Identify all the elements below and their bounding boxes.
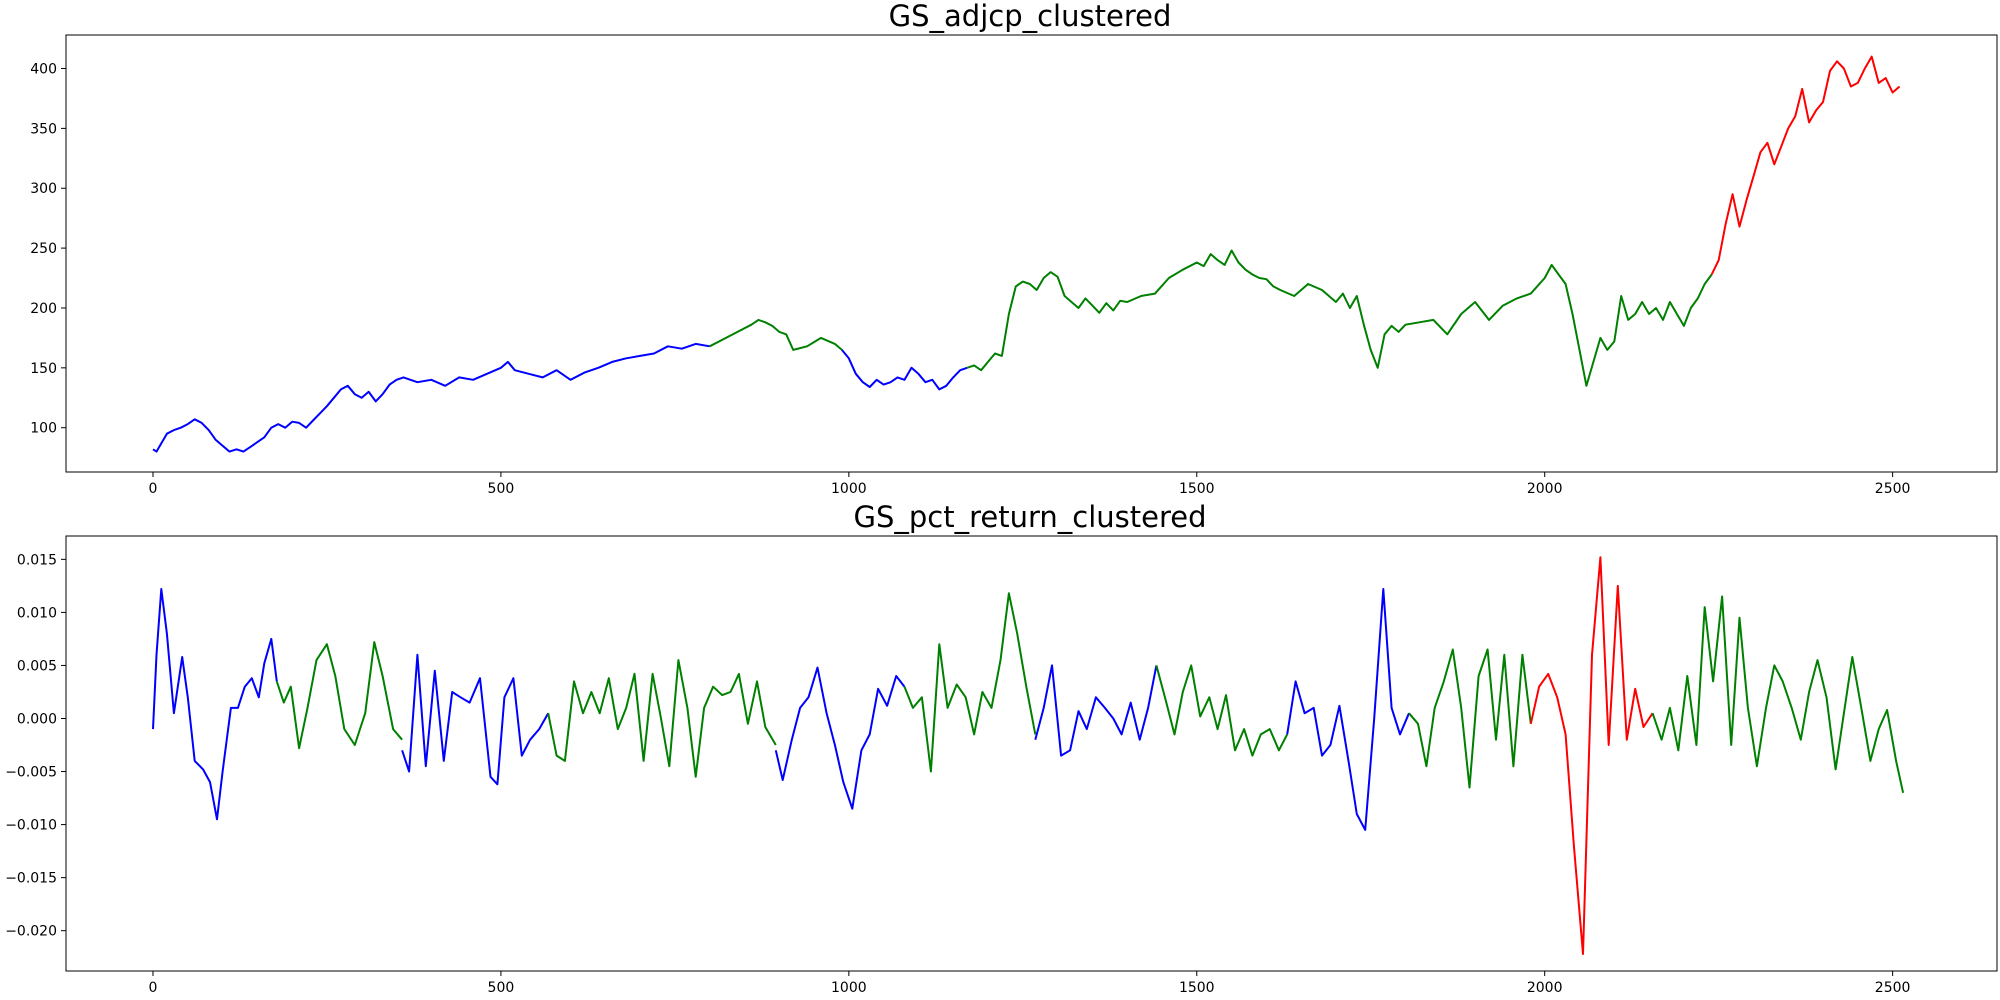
y-tick-label: 350	[30, 121, 57, 137]
x-tick-label: 2500	[1875, 980, 1911, 996]
y-tick-label: 250	[30, 241, 57, 257]
x-tick-label: 2000	[1527, 481, 1563, 497]
plot-frame	[65, 535, 1998, 972]
cluster-1-segment-5	[903, 592, 1037, 773]
return-lines	[152, 556, 1905, 955]
cluster-0-segment-0	[152, 342, 710, 453]
cluster-1-segment-7	[1155, 664, 1289, 757]
y-tick-label: −0.020	[5, 924, 57, 940]
chart-title: GS_adjcp_clustered	[889, 0, 1172, 33]
cluster-0-segment-2	[401, 653, 550, 786]
y-tick-label: 400	[30, 62, 57, 78]
x-tick-label: 2000	[1527, 980, 1563, 996]
y-tick-label: −0.005	[5, 765, 57, 781]
return-subplot: GS_pct_return_clustered 0 500 1000 1500 2000…	[5, 500, 1998, 996]
x-tick-label: 1000	[831, 481, 867, 497]
x-tick-label: 2500	[1875, 481, 1911, 497]
chart-title: GS_pct_return_clustered	[853, 500, 1206, 534]
price-subplot: GS_adjcp_clustered 0 500 1000 1500 2000 2500 …	[30, 0, 1998, 497]
cluster-0-segment-0	[152, 588, 278, 821]
price-lines	[152, 55, 1901, 453]
y-tick-label: 0.010	[17, 605, 57, 621]
x-tick-label: 500	[488, 980, 515, 996]
cluster-1-segment-1	[709, 318, 843, 351]
y-axis: 0.015 0.010 0.005 0.000 −0.005 −0.010 −0.015 −0…	[5, 552, 66, 940]
x-axis: 0 500 1000 1500 2000 2500	[149, 472, 1911, 497]
cluster-0-segment-8	[1286, 588, 1410, 831]
x-tick-label: 500	[488, 481, 515, 497]
y-tick-label: 100	[30, 421, 57, 437]
y-tick-label: −0.010	[5, 818, 57, 834]
y-tick-label: 150	[30, 361, 57, 377]
y-tick-label: 300	[30, 181, 57, 197]
cluster-0-segment-2	[841, 349, 968, 391]
cluster-1-segment-1	[275, 641, 403, 750]
cluster-2-segment-10	[1529, 556, 1654, 955]
x-tick-label: 0	[149, 481, 158, 497]
cluster-0-segment-6	[1034, 664, 1158, 757]
y-tick-label: 0.015	[17, 552, 57, 568]
y-axis: 100 150 200 250 300 350 400	[30, 62, 66, 437]
x-tick-label: 1000	[831, 980, 867, 996]
cluster-1-segment-11	[1651, 595, 1905, 794]
y-tick-label: 0.000	[17, 711, 57, 727]
plot-frame	[65, 34, 1998, 473]
y-tick-label: 0.005	[17, 658, 57, 674]
x-tick-label: 1500	[1179, 980, 1215, 996]
cluster-1-segment-3	[547, 659, 777, 778]
x-tick-label: 1500	[1179, 481, 1215, 497]
y-tick-label: −0.015	[5, 871, 57, 887]
y-tick-label: 200	[30, 301, 57, 317]
cluster-2-segment-4	[1710, 55, 1901, 275]
cluster-0-segment-4	[774, 666, 906, 810]
x-tick-label: 0	[149, 980, 158, 996]
cluster-1-segment-3	[966, 249, 1713, 387]
x-axis: 0 500 1000 1500 2000 2500	[149, 971, 1911, 996]
cluster-1-segment-9	[1408, 648, 1532, 789]
